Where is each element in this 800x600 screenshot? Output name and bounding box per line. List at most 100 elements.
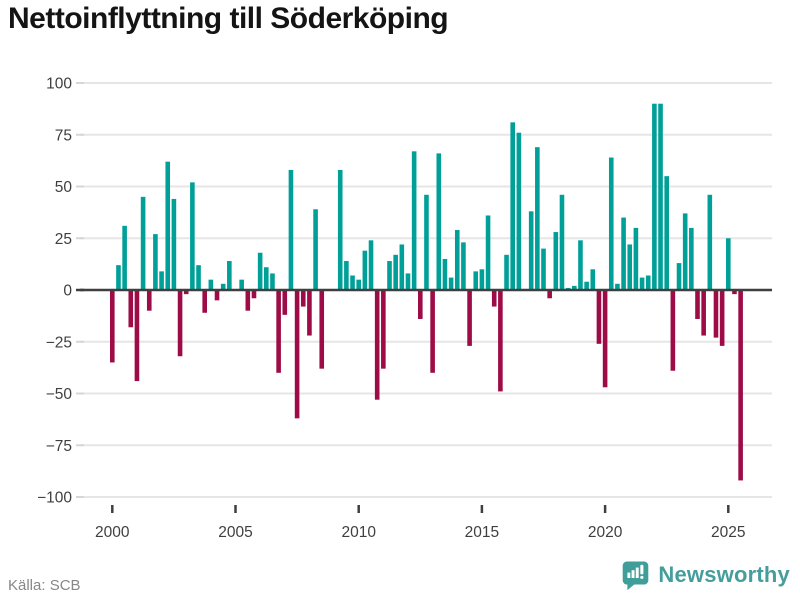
- bar-2006-Q2: [264, 267, 269, 290]
- bar-2022-Q4: [670, 290, 676, 371]
- bar-2020-Q2: [608, 157, 614, 290]
- bar-2014-Q4: [473, 271, 479, 290]
- bar-2002-Q4: [177, 290, 183, 357]
- bar-2000-Q3: [122, 225, 127, 290]
- newsworthy-icon: [623, 561, 649, 590]
- x-axis-labels: 2000 2005 2010 2015 2020 2025: [95, 524, 745, 541]
- x-axis-label: 2000: [95, 524, 130, 541]
- bar-2016-Q1: [504, 254, 509, 290]
- x-axis-label: 2020: [588, 524, 623, 541]
- bar-2009-Q4: [350, 275, 355, 290]
- bars: [110, 103, 743, 481]
- y-axis-label: 100: [46, 76, 72, 93]
- bar-2024-Q3: [713, 290, 719, 338]
- bar-2000-Q1: [110, 290, 115, 363]
- bar-2025-Q2: [732, 290, 737, 295]
- bar-2024-Q1: [701, 290, 706, 336]
- source-label: Källa: SCB: [8, 577, 81, 594]
- bar-2013-Q3: [442, 258, 448, 290]
- bar-2004-Q3: [220, 283, 226, 290]
- bar-2005-Q4: [251, 290, 257, 299]
- bar-2007-Q1: [282, 290, 288, 315]
- bar-2025-Q3: [738, 290, 743, 481]
- x-axis-label: 2005: [218, 524, 252, 541]
- bar-2017-Q3: [541, 248, 546, 290]
- bar-2019-Q3: [590, 269, 596, 290]
- newsworthy-wordmark: Newsworthy: [658, 562, 790, 587]
- bar-2024-Q2: [707, 194, 713, 290]
- y-axis-label: 75: [55, 127, 72, 144]
- bar-2000-Q4: [128, 290, 134, 328]
- bar-2023-Q2: [682, 213, 688, 290]
- bar-2019-Q4: [596, 290, 602, 344]
- bar-2003-Q3: [196, 265, 201, 290]
- bar-2015-Q1: [479, 269, 485, 290]
- bar-2020-Q4: [621, 217, 626, 290]
- bar-2018-Q2: [559, 194, 565, 290]
- bar-2014-Q1: [454, 229, 460, 290]
- bar-2015-Q2: [485, 215, 491, 290]
- bar-2006-Q1: [257, 252, 263, 290]
- bar-2011-Q3: [393, 254, 398, 290]
- x-axis-label: 2015: [465, 524, 499, 541]
- x-axis-label: 2025: [711, 524, 745, 541]
- bar-2013-Q4: [448, 277, 454, 290]
- bar-2013-Q2: [436, 153, 442, 290]
- bar-2001-Q4: [153, 234, 158, 290]
- bar-2006-Q3: [270, 273, 275, 290]
- bar-2009-Q2: [337, 169, 343, 290]
- bar-2023-Q3: [689, 227, 694, 290]
- bar-2008-Q1: [307, 290, 312, 336]
- bar-2010-Q3: [368, 240, 374, 290]
- bar-2004-Q1: [208, 279, 214, 290]
- bar-2017-Q1: [528, 211, 534, 290]
- bar-2015-Q3: [491, 290, 497, 307]
- bar-2010-Q2: [362, 250, 368, 290]
- y-axis-label: −100: [37, 490, 72, 507]
- bar-2025-Q1: [726, 238, 731, 290]
- bar-2011-Q1: [381, 290, 386, 369]
- bar-2022-Q1: [652, 103, 657, 290]
- x-axis-ticks: [111, 505, 730, 513]
- y-axis-labels: 100 75 50 25 0 −25 −50 −75 −100: [37, 76, 72, 507]
- bar-2010-Q4: [374, 290, 380, 400]
- bar-2023-Q4: [695, 290, 700, 319]
- chart-title: Nettoinflyttning till Söderköping: [8, 2, 449, 35]
- bar-2000-Q2: [116, 265, 121, 290]
- newsworthy-logo: Newsworthy: [622, 559, 790, 591]
- bar-2012-Q4: [424, 194, 429, 290]
- bar-2021-Q2: [633, 227, 639, 290]
- y-axis-label: 50: [55, 179, 73, 196]
- bar-2019-Q1: [578, 240, 583, 290]
- bar-2011-Q2: [387, 261, 392, 290]
- bar-2003-Q4: [202, 290, 207, 313]
- bar-2006-Q4: [276, 290, 281, 373]
- y-axis-label: −25: [46, 334, 72, 351]
- bar-2021-Q1: [627, 244, 633, 290]
- bar-2018-Q4: [572, 285, 577, 290]
- bar-2014-Q2: [461, 242, 466, 290]
- bar-2016-Q2: [510, 122, 515, 290]
- bar-2001-Q2: [140, 196, 146, 290]
- bar-2016-Q3: [516, 132, 522, 290]
- bar-2021-Q4: [645, 275, 651, 290]
- y-axis-label: −50: [46, 386, 73, 403]
- bar-2012-Q2: [411, 151, 417, 290]
- bar-2018-Q1: [553, 232, 559, 290]
- bar-2022-Q2: [658, 103, 663, 290]
- bar-2001-Q3: [146, 290, 152, 311]
- x-axis-label: 2010: [341, 524, 376, 541]
- bar-2014-Q3: [467, 290, 472, 346]
- bar-2009-Q3: [344, 261, 349, 290]
- bar-2004-Q2: [214, 290, 220, 301]
- footer: Källa: SCB Newsworthy: [0, 555, 800, 600]
- bar-2021-Q3: [639, 277, 645, 290]
- bar-2008-Q3: [319, 290, 325, 369]
- bar-2007-Q2: [288, 169, 294, 290]
- bar-2017-Q2: [535, 147, 540, 290]
- y-axis-label: 0: [63, 283, 72, 300]
- bar-2007-Q3: [294, 290, 300, 419]
- bar-2005-Q2: [239, 279, 244, 290]
- y-axis-label: 25: [55, 231, 72, 248]
